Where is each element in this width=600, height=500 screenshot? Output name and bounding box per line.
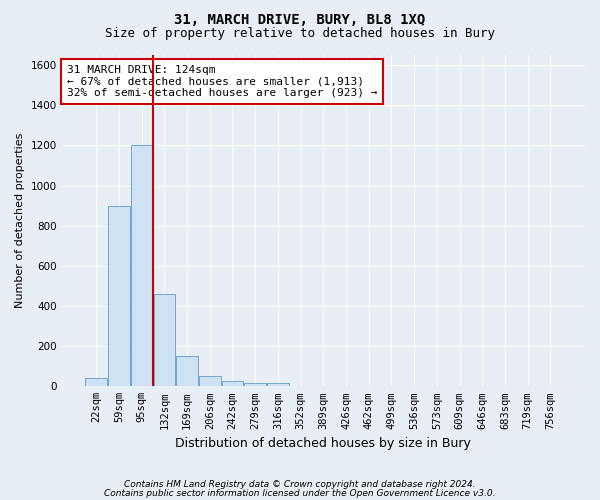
Bar (131, 146, 152, 386)
Y-axis label: Number of detached properties: Number of detached properties (15, 133, 25, 308)
Bar (199, 376, 221, 386)
Text: 31, MARCH DRIVE, BURY, BL8 1XQ: 31, MARCH DRIVE, BURY, BL8 1XQ (175, 12, 425, 26)
Text: Size of property relative to detached houses in Bury: Size of property relative to detached ho… (105, 28, 495, 40)
X-axis label: Distribution of detached houses by size in Bury: Distribution of detached houses by size … (175, 437, 471, 450)
Text: Contains HM Land Registry data © Crown copyright and database right 2024.: Contains HM Land Registry data © Crown c… (124, 480, 476, 489)
Bar (176, 356, 198, 386)
Text: Contains public sector information licensed under the Open Government Licence v3: Contains public sector information licen… (104, 489, 496, 498)
Text: 31 MARCH DRIVE: 124sqm
← 67% of detached houses are smaller (1,913)
32% of semi-: 31 MARCH DRIVE: 124sqm ← 67% of detached… (67, 65, 377, 98)
Bar (222, 382, 243, 386)
Bar (85, 378, 107, 386)
Bar (244, 384, 266, 386)
Bar (267, 384, 289, 386)
Bar (108, 206, 130, 386)
Bar (154, 294, 175, 386)
